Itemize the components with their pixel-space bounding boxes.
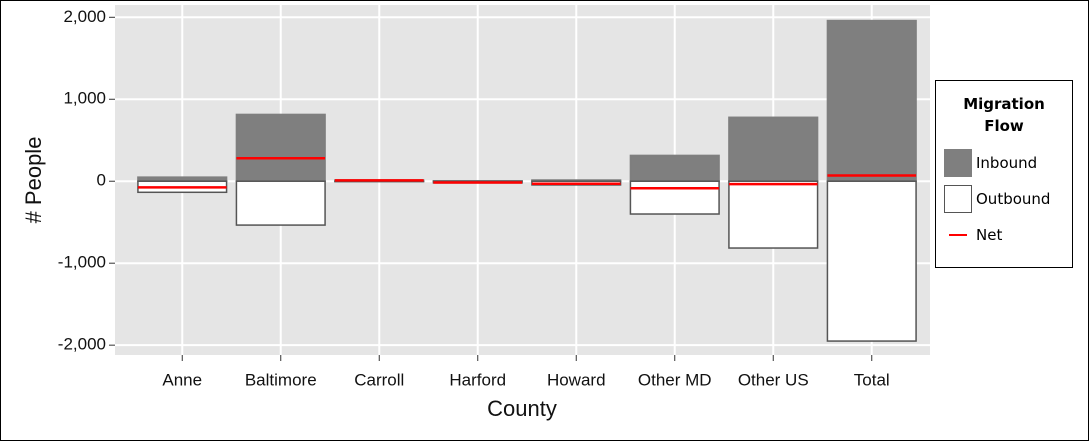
legend-item: Net [936,217,1072,253]
x-tick-label: Other US [738,370,809,389]
y-tick-label: -1,000 [58,253,106,272]
legend-label: Net [976,226,1003,244]
x-tick-label: Other MD [638,370,712,389]
legend-item: Outbound [936,181,1072,217]
x-tick-label: Total [854,370,890,389]
y-tick-label: -2,000 [58,335,106,354]
bar [826,180,917,342]
y-tick-label: 2,000 [63,7,106,26]
bar [728,180,819,249]
legend: Migration Flow Inbound Outbound Net [935,80,1073,268]
y-axis-title: # People [21,137,46,224]
y-tick-label: 0 [97,171,106,190]
bar [235,180,326,226]
legend-key [944,149,972,177]
legend-title: Migration Flow [963,95,1045,135]
legend-key [944,185,972,213]
legend-key [944,221,972,249]
bar [826,19,917,182]
y-tick-label: 1,000 [63,89,106,108]
x-tick-label: Anne [162,370,202,389]
legend-item: Inbound [936,145,1072,181]
x-axis-title: County [487,396,557,421]
bar [235,113,326,182]
x-tick-label: Baltimore [245,370,317,389]
legend-label: Outbound [976,190,1051,208]
legend-label: Inbound [976,154,1038,172]
x-tick-label: Harford [449,370,506,389]
x-tick-label: Carroll [354,370,404,389]
bar [728,116,819,182]
bar [629,154,720,182]
x-tick-label: Howard [547,370,606,389]
legend-line [949,234,967,236]
bar [629,180,720,215]
